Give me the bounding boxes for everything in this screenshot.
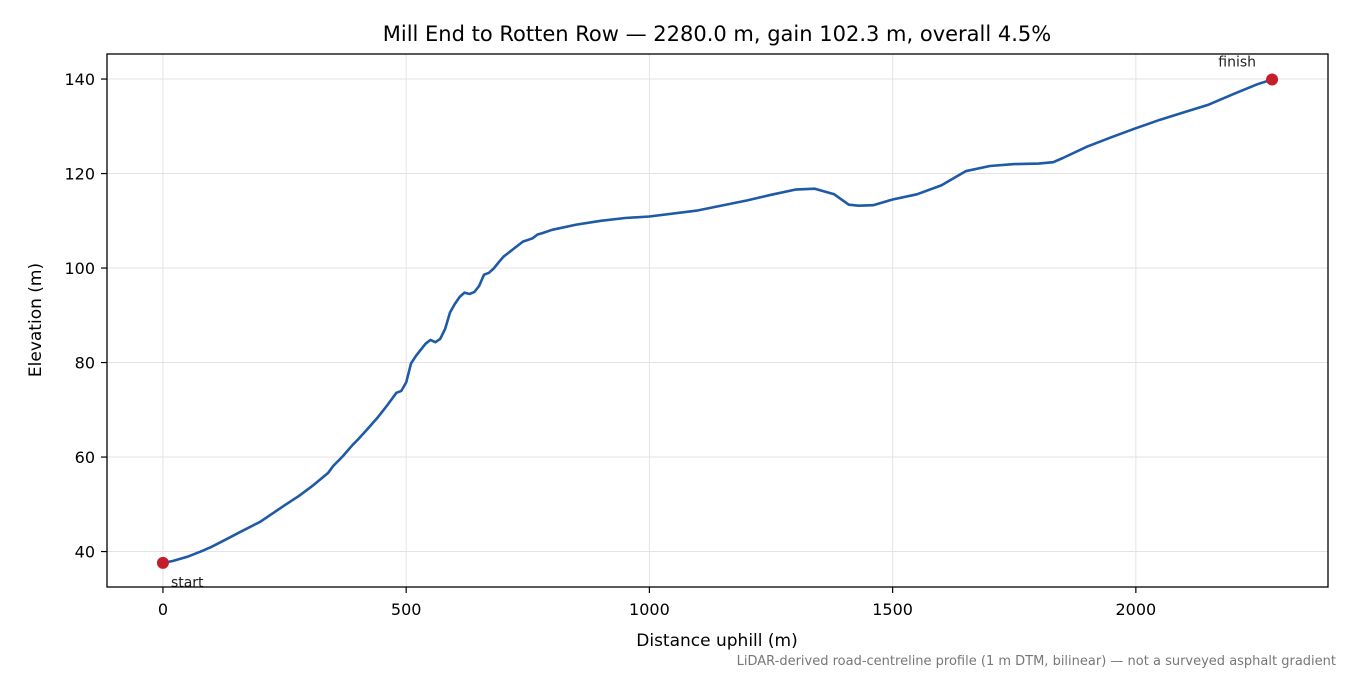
- x-tick-label: 0: [158, 600, 168, 619]
- start-label: start: [171, 575, 204, 591]
- y-tick-label: 40: [75, 543, 95, 562]
- y-tick-label: 120: [64, 165, 95, 184]
- elevation-line: [161, 78, 1274, 565]
- y-axis-ticks: 40 60 80 100 120 140: [64, 70, 107, 562]
- y-tick-label: 80: [75, 354, 95, 373]
- x-tick-label: 1500: [872, 600, 913, 619]
- x-tick-label: 1000: [629, 600, 670, 619]
- x-tick-label: 2000: [1115, 600, 1156, 619]
- y-tick-label: 60: [75, 448, 95, 467]
- grid-lines: [107, 54, 1328, 587]
- y-axis-label: Elevation (m): [26, 263, 46, 377]
- finish-marker: [1266, 73, 1279, 86]
- x-axis-label: Distance uphill (m): [636, 631, 797, 651]
- x-tick-label: 500: [391, 600, 422, 619]
- start-marker: [156, 556, 169, 569]
- x-axis-ticks: 0 500 1000 1500 2000: [158, 587, 1156, 619]
- series-layer: [161, 78, 1274, 565]
- markers-layer: start finish: [156, 55, 1279, 591]
- chart-title: Mill End to Rotten Row — 2280.0 m, gain …: [383, 22, 1052, 46]
- footnote: LiDAR-derived road-centreline profile (1…: [737, 654, 1336, 669]
- finish-label: finish: [1218, 55, 1256, 71]
- y-tick-label: 140: [64, 70, 95, 89]
- y-tick-label: 100: [64, 259, 95, 278]
- plot-frame: [106, 53, 1329, 588]
